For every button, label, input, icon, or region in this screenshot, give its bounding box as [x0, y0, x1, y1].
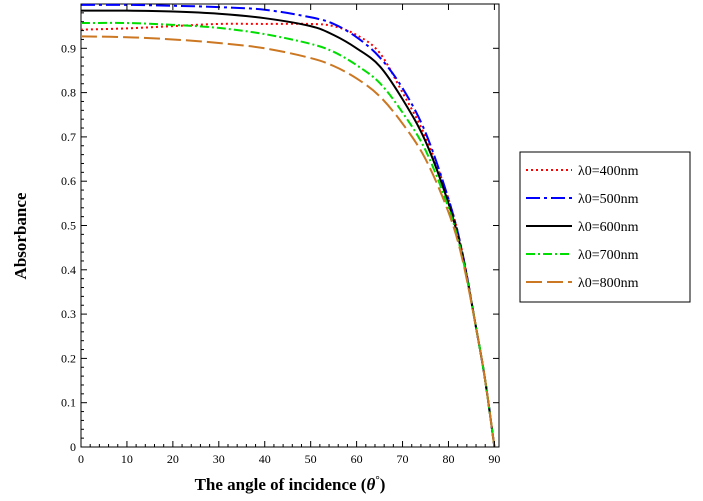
- x-tick-label: 10: [121, 452, 133, 466]
- y-tick-label: 0.3: [61, 307, 76, 321]
- x-axis-title: The angle of incidence (θ°): [195, 474, 386, 494]
- y-tick-label: 0.6: [61, 174, 76, 188]
- legend-label-1: λ0=400nm: [578, 164, 639, 179]
- y-tick-label: 0.1: [61, 396, 76, 410]
- y-tick-label: 0.4: [61, 263, 76, 277]
- x-tick-label: 0: [78, 452, 84, 466]
- y-tick-label: 0.8: [61, 86, 76, 100]
- x-tick-label: 70: [397, 452, 409, 466]
- series-line-2: [80, 3, 496, 448]
- legend-label-2: λ0=500nm: [578, 192, 639, 207]
- legend: λ0=400nm λ0=500nm λ0=600nm λ0=700nm λ0=800nm: [519, 151, 691, 303]
- legend-label-5: λ0=800nm: [578, 276, 639, 291]
- y-tick-label: 0.5: [61, 219, 76, 233]
- x-tick-label: 80: [442, 452, 454, 466]
- x-axis-title-main: The angle of incidence (: [195, 475, 367, 494]
- y-tick-label: 0.7: [61, 130, 76, 144]
- x-tick-label: 30: [213, 452, 225, 466]
- legend-items: λ0=400nm λ0=500nm λ0=600nm λ0=700nm λ0=800nm: [526, 164, 639, 291]
- y-tick-label: 0: [70, 440, 76, 454]
- legend-label-3: λ0=600nm: [578, 220, 639, 235]
- x-tick-label: 50: [305, 452, 317, 466]
- series-layer: [80, 3, 496, 448]
- y-tick-label: 0.9: [61, 41, 76, 55]
- x-tick-label: 90: [488, 452, 500, 466]
- x-axis-title-close: ): [380, 475, 386, 494]
- x-axis-ticks: 0 10 20 30 40 50 60 70 80 90: [78, 4, 500, 466]
- x-axis-title-theta: θ: [366, 475, 375, 494]
- x-axis-title-degree: °: [375, 474, 379, 486]
- series-line-5: [80, 35, 496, 448]
- x-tick-label: 20: [167, 452, 179, 466]
- legend-label-4: λ0=700nm: [578, 248, 639, 263]
- y-axis-ticks: 0 0.1 0.2 0.3 0.4 0.5 0.6 0.7 0.8 0.9: [61, 12, 499, 454]
- plot-area-frame: [80, 3, 500, 448]
- x-tick-label: 60: [351, 452, 363, 466]
- y-tick-label: 0.2: [61, 351, 76, 365]
- x-tick-label: 40: [259, 452, 271, 466]
- y-axis-title: Absorbance: [11, 192, 30, 279]
